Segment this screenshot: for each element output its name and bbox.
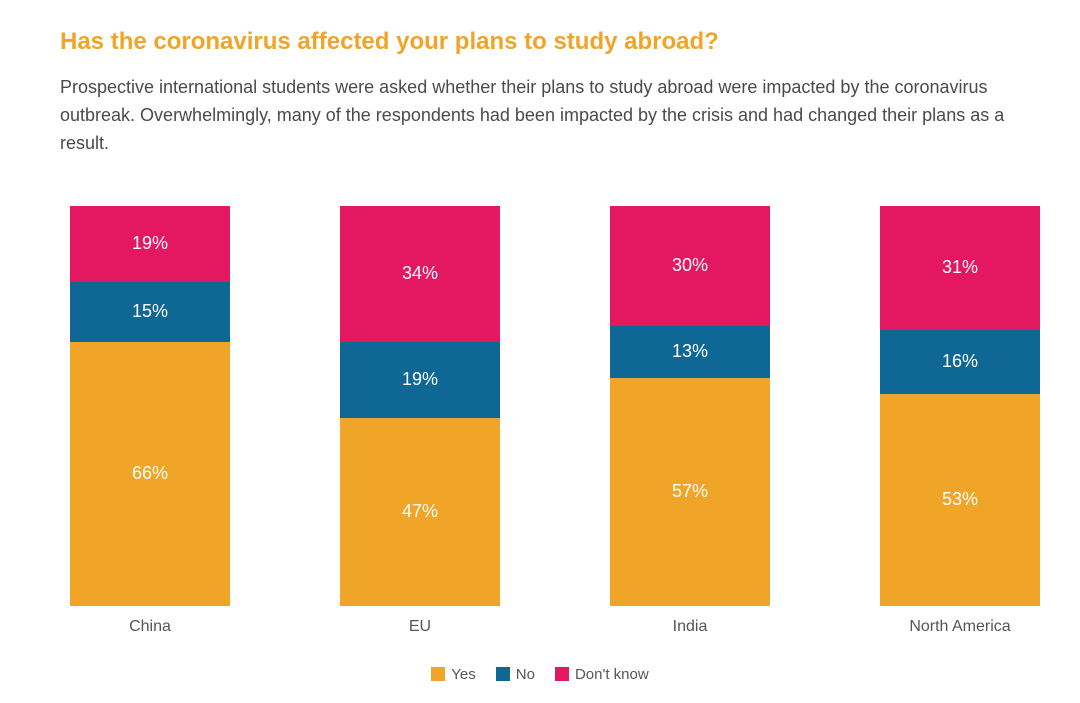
page-title: Has the coronavirus affected your plans … xyxy=(60,28,1020,56)
bar-segment-yes: 53% xyxy=(880,394,1040,606)
bar-segment-yes: 57% xyxy=(610,378,770,606)
category-label: India xyxy=(673,618,708,636)
legend-label: Yes xyxy=(451,666,475,683)
chart-legend: Yes No Don't know xyxy=(60,666,1020,683)
bar-segment-dontknow: 34% xyxy=(340,206,500,342)
legend-item: Yes xyxy=(431,666,475,683)
chart-bar: 31%16%53% xyxy=(880,206,1040,606)
page-description: Prospective international students were … xyxy=(60,74,1020,158)
bar-segment-yes: 47% xyxy=(340,418,500,606)
bar-segment-no: 13% xyxy=(610,326,770,378)
bar-segment-dontknow: 19% xyxy=(70,206,230,282)
page-root: Has the coronavirus affected your plans … xyxy=(0,0,1080,703)
legend-swatch-icon xyxy=(555,667,569,681)
chart-column: 30%13%57% India xyxy=(610,206,770,636)
bar-segment-yes: 66% xyxy=(70,342,230,606)
legend-label: Don't know xyxy=(575,666,649,683)
bar-segment-no: 19% xyxy=(340,342,500,418)
chart-bar: 34%19%47% xyxy=(340,206,500,606)
bar-segment-no: 16% xyxy=(880,330,1040,394)
category-label: North America xyxy=(909,618,1010,636)
bar-segment-dontknow: 31% xyxy=(880,206,1040,330)
stacked-bar-chart: 19%15%66%China34%19%47%EU30%13%57%India3… xyxy=(60,206,1020,636)
chart-column: 19%15%66% China xyxy=(70,206,230,636)
legend-swatch-icon xyxy=(496,667,510,681)
legend-swatch-icon xyxy=(431,667,445,681)
category-label: China xyxy=(129,618,171,636)
bar-segment-dontknow: 30% xyxy=(610,206,770,326)
legend-item: Don't know xyxy=(555,666,649,683)
chart-column: 31%16%53% North America xyxy=(880,206,1040,636)
legend-label: No xyxy=(516,666,535,683)
chart-column: 34%19%47% EU xyxy=(340,206,500,636)
legend-item: No xyxy=(496,666,535,683)
bar-segment-no: 15% xyxy=(70,282,230,342)
chart-bar: 30%13%57% xyxy=(610,206,770,606)
category-label: EU xyxy=(409,618,431,636)
chart-bar: 19%15%66% xyxy=(70,206,230,606)
